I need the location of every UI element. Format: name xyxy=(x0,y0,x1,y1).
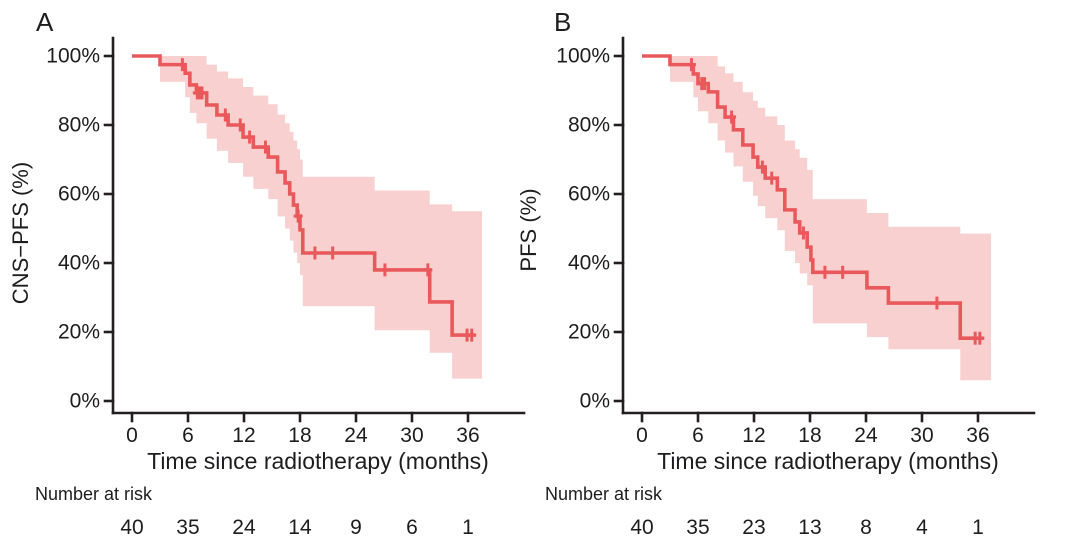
y-tick-label: 0% xyxy=(69,389,100,413)
risk-count: 13 xyxy=(798,516,822,539)
panel-a-x-axis-title: Time since radiotherapy (months) xyxy=(147,448,489,474)
x-tick-label: 6 xyxy=(692,424,704,447)
x-tick-label: 36 xyxy=(966,424,990,447)
panel-b-censor-marks xyxy=(686,58,985,345)
y-tick-label: 20% xyxy=(57,320,100,344)
risk-count: 40 xyxy=(630,516,654,539)
risk-count: 35 xyxy=(176,516,200,539)
panel-a-number-at-risk-title: Number at risk xyxy=(35,484,153,504)
panel-a-axes xyxy=(103,36,526,423)
x-tick-label: 18 xyxy=(288,424,312,447)
y-tick-label: 100% xyxy=(46,44,100,68)
risk-count: 14 xyxy=(288,516,312,539)
x-tick-label: 0 xyxy=(126,424,138,447)
panel-b-x-axis-title: Time since radiotherapy (months) xyxy=(657,448,999,474)
risk-count: 1 xyxy=(462,516,474,539)
x-tick-label: 12 xyxy=(742,424,766,447)
risk-count: 4 xyxy=(916,516,928,539)
panel-b-axes xyxy=(613,36,1036,423)
panel-b-number-at-risk-title: Number at risk xyxy=(545,484,663,504)
x-tick-label: 30 xyxy=(910,424,934,447)
x-tick-label: 30 xyxy=(400,424,424,447)
x-tick-label: 18 xyxy=(798,424,822,447)
y-tick-label: 20% xyxy=(567,320,610,344)
y-tick-label: 100% xyxy=(556,44,610,68)
x-tick-label: 24 xyxy=(854,424,878,447)
x-tick-label: 24 xyxy=(344,424,368,447)
risk-count: 1 xyxy=(972,516,984,539)
panel-b-y-axis-title: PFS (%) xyxy=(516,188,541,272)
panel-a-censor-marks xyxy=(177,58,477,342)
panel-a-confidence-band xyxy=(159,56,482,379)
y-tick-label: 60% xyxy=(57,182,100,206)
risk-count: 9 xyxy=(350,516,362,539)
x-tick-label: 12 xyxy=(232,424,256,447)
risk-count: 23 xyxy=(742,516,766,539)
y-tick-label: 40% xyxy=(57,251,100,275)
panel-b-letter: B xyxy=(554,7,572,37)
x-tick-label: 0 xyxy=(636,424,648,447)
risk-count: 6 xyxy=(406,516,418,539)
panel-b-confidence-band xyxy=(669,56,992,381)
y-tick-label: 80% xyxy=(567,113,610,137)
x-tick-label: 36 xyxy=(456,424,480,447)
y-tick-label: 40% xyxy=(567,251,610,275)
risk-count: 8 xyxy=(860,516,872,539)
x-tick-label: 6 xyxy=(182,424,194,447)
risk-count: 24 xyxy=(232,516,256,539)
risk-count: 40 xyxy=(120,516,144,539)
y-tick-label: 80% xyxy=(57,113,100,137)
y-tick-label: 60% xyxy=(567,182,610,206)
y-tick-label: 0% xyxy=(579,389,610,413)
risk-count: 35 xyxy=(686,516,710,539)
panel-a-letter: A xyxy=(36,7,54,37)
